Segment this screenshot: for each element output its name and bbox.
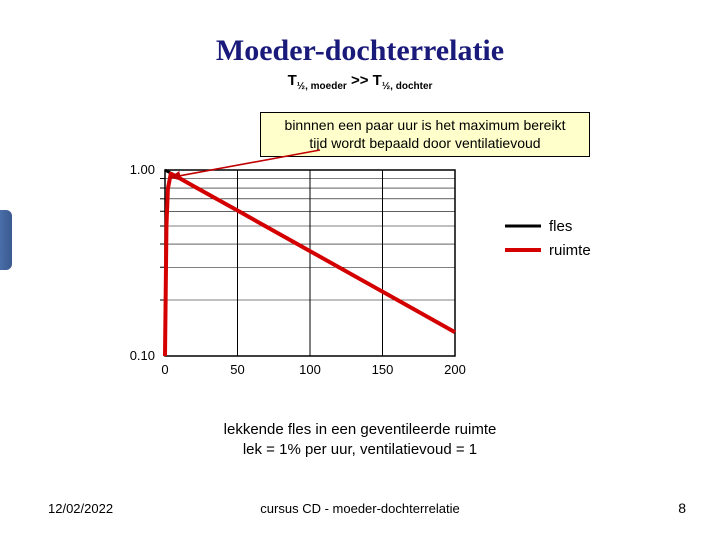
subtitle-rel: >>	[347, 72, 373, 89]
slide-title: Moeder-dochterrelatie	[0, 34, 720, 68]
svg-text:1.00: 1.00	[130, 162, 155, 177]
footer-center: cursus CD - moeder-dochterrelatie	[0, 501, 720, 516]
slide-subtitle: T½, moeder >> T½, dochter	[0, 72, 720, 92]
svg-text:100: 100	[299, 362, 321, 377]
subtitle-t1: T	[288, 72, 297, 89]
chart-svg: 0 50 100 150 200 1.00 0.10 fles ruimte	[105, 162, 625, 392]
chart: 0 50 100 150 200 1.00 0.10 fles ruimte	[105, 162, 625, 392]
footer-page: 8	[678, 500, 686, 516]
svg-text:fles: fles	[549, 218, 572, 235]
caption-line2: lek = 1% per uur, ventilatievoud = 1	[0, 440, 720, 460]
svg-text:ruimte: ruimte	[549, 242, 591, 259]
callout-line1: binnnen een paar uur is het maximum bere…	[269, 117, 581, 135]
subtitle-t2: T	[373, 72, 382, 89]
caption: lekkende fles in een geventileerde ruimt…	[0, 420, 720, 459]
callout-line2: tijd wordt bepaald door ventilatievoud	[269, 135, 581, 153]
slide-side-tab	[0, 210, 12, 270]
subtitle-sub2: ½, dochter	[382, 81, 433, 92]
svg-text:200: 200	[444, 362, 466, 377]
svg-text:0: 0	[161, 362, 168, 377]
svg-text:50: 50	[230, 362, 244, 377]
callout-box: binnnen een paar uur is het maximum bere…	[260, 112, 590, 157]
svg-text:150: 150	[372, 362, 394, 377]
subtitle-sub1: ½, moeder	[297, 81, 347, 92]
caption-line1: lekkende fles in een geventileerde ruimt…	[0, 420, 720, 440]
svg-text:0.10: 0.10	[130, 348, 155, 363]
